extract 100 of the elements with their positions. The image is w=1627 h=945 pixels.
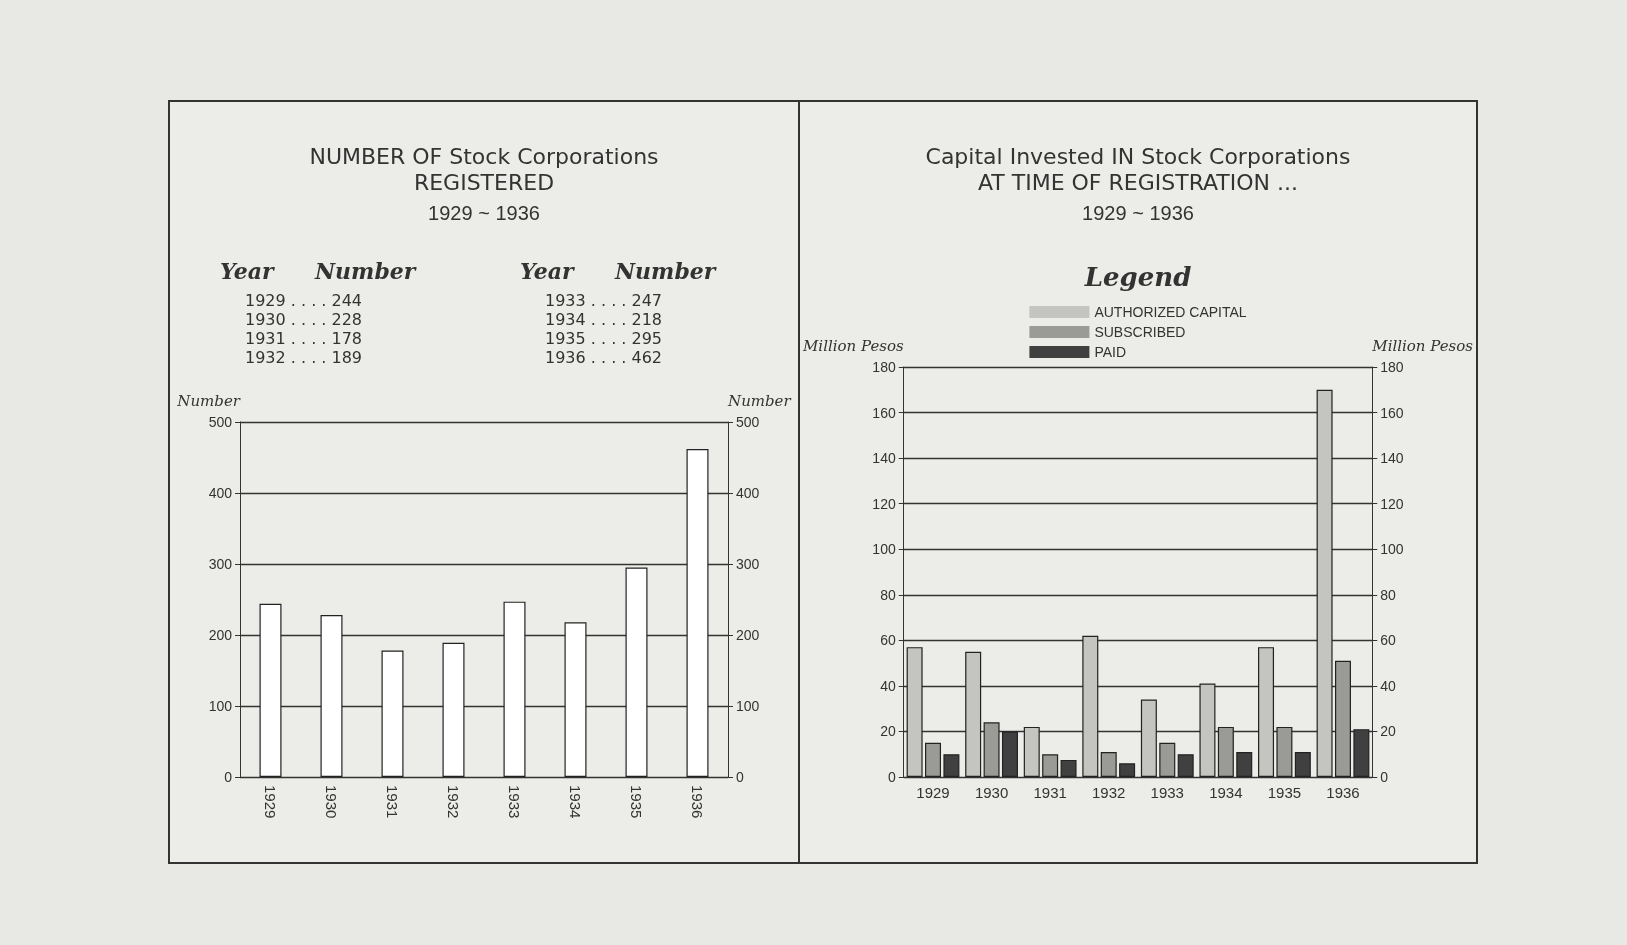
bar xyxy=(259,603,282,777)
legend-title: Legend xyxy=(1083,262,1192,292)
bar xyxy=(1060,759,1077,777)
bar xyxy=(1177,754,1194,777)
y2-tick-label: 300 xyxy=(736,556,760,572)
y-tick-label: 40 xyxy=(880,677,896,694)
bar xyxy=(965,651,982,777)
x-tick-label: 1934 xyxy=(1209,784,1243,801)
bar xyxy=(1023,726,1040,777)
y2-tick-label: 120 xyxy=(1380,495,1404,512)
x-tick-label: 1936 xyxy=(1326,784,1360,801)
x-tick-label: 1933 xyxy=(1150,784,1184,801)
text: 1930 . . . . 228 xyxy=(245,309,363,329)
y2-tick-label: 500 xyxy=(736,414,760,430)
y-tick-label: 160 xyxy=(872,404,896,421)
chart-title: Capital Invested IN Stock Corporations AT TIME OF REGISTRATION ... xyxy=(925,143,1351,195)
text: 1936 . . . . 462 xyxy=(545,347,663,367)
y2-tick-label: 200 xyxy=(736,627,760,643)
y2-tick-label: 0 xyxy=(736,769,744,785)
x-tick-label: 1933 xyxy=(506,785,523,819)
y-tick-label: 0 xyxy=(224,769,233,785)
y-tick-label: 300 xyxy=(208,556,233,572)
bar xyxy=(320,615,343,777)
y-tick-label: 80 xyxy=(880,586,896,603)
x-tick-label: 1932 xyxy=(1092,784,1126,801)
chart-subtitle: 1929 ~ 1936 xyxy=(428,202,540,224)
x-tick-label: 1930 xyxy=(974,784,1009,801)
y-tick-label: 20 xyxy=(880,723,896,740)
y2-axis-title: Million Pesos xyxy=(1371,336,1474,355)
bar xyxy=(1100,751,1117,777)
y-axis-title: Million Pesos xyxy=(802,336,905,355)
y-tick-label: 0 xyxy=(887,769,896,785)
x-tick-label: 1934 xyxy=(567,785,584,819)
bar xyxy=(943,754,960,777)
y-tick-label: 200 xyxy=(208,627,233,643)
bar xyxy=(1119,763,1136,777)
text: Year xyxy=(520,258,574,284)
bar xyxy=(1001,731,1018,777)
bar xyxy=(906,647,923,777)
bar xyxy=(1334,660,1351,777)
x-tick-label: 1935 xyxy=(628,785,645,819)
bar xyxy=(1316,389,1333,777)
bar xyxy=(1199,683,1216,777)
bar xyxy=(1276,726,1293,777)
text: 1935 . . . . 295 xyxy=(545,328,663,348)
x-tick-label: 1931 xyxy=(384,785,401,819)
y-tick-label: 500 xyxy=(208,414,233,430)
x-tick-label: 1929 xyxy=(262,785,279,819)
y-tick-label: 140 xyxy=(872,450,896,467)
chart-title: NUMBER OF Stock Corporations REGISTERED xyxy=(309,143,659,195)
bar xyxy=(503,601,526,777)
y-tick-label: 120 xyxy=(872,495,896,512)
text: Number xyxy=(314,258,417,284)
x-tick-label: 1929 xyxy=(916,784,950,801)
text: Number xyxy=(615,258,716,284)
y-axis-title: Number xyxy=(176,391,241,410)
chart-subtitle: 1929 ~ 1936 xyxy=(1082,202,1194,224)
y2-tick-label: 80 xyxy=(1380,586,1397,603)
bar xyxy=(625,567,648,777)
bar xyxy=(925,742,942,777)
bar xyxy=(1042,754,1059,777)
bar xyxy=(381,650,404,777)
y2-tick-label: 60 xyxy=(1380,632,1397,649)
y-tick-label: 180 xyxy=(872,359,896,375)
bar xyxy=(1236,751,1253,777)
legend-label: AUTHORIZED CAPITAL xyxy=(1094,304,1247,320)
text: Year xyxy=(220,258,276,284)
bar xyxy=(442,642,465,777)
bar xyxy=(983,722,1000,777)
y2-tick-label: 400 xyxy=(736,485,760,501)
y2-axis-title: Number xyxy=(727,391,792,410)
y2-tick-label: 180 xyxy=(1380,359,1404,375)
text: 1934 . . . . 218 xyxy=(545,309,663,329)
bar xyxy=(1159,742,1176,777)
y2-tick-label: 140 xyxy=(1380,450,1404,467)
y-tick-label: 400 xyxy=(208,485,233,501)
y2-tick-label: 100 xyxy=(736,698,760,714)
text: 1929 . . . . 244 xyxy=(245,290,363,310)
y2-tick-label: 20 xyxy=(1380,723,1397,740)
bar xyxy=(686,448,709,777)
y2-tick-label: 0 xyxy=(1380,769,1389,785)
x-tick-label: 1932 xyxy=(445,785,462,819)
text: 1932 . . . . 189 xyxy=(245,347,363,367)
bar xyxy=(1140,699,1157,777)
y-tick-label: 60 xyxy=(880,632,896,649)
y-tick-label: 100 xyxy=(208,698,233,714)
bar xyxy=(1353,729,1370,777)
x-tick-label: 1930 xyxy=(323,785,340,819)
x-tick-label: 1931 xyxy=(1033,784,1067,801)
bar xyxy=(1294,751,1311,777)
y-tick-label: 100 xyxy=(872,541,896,558)
bar xyxy=(1082,635,1099,777)
text: 1933 . . . . 247 xyxy=(545,290,663,310)
legend-label: PAID xyxy=(1094,344,1127,360)
text: 1931 . . . . 178 xyxy=(245,328,363,348)
x-tick-label: 1935 xyxy=(1267,784,1302,801)
bar xyxy=(564,622,587,777)
legend-label: SUBSCRIBED xyxy=(1094,324,1186,340)
y2-tick-label: 100 xyxy=(1380,541,1404,558)
x-tick-label: 1936 xyxy=(689,785,706,819)
